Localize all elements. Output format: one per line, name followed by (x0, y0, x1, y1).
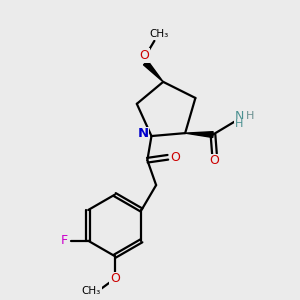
Text: O: O (209, 154, 219, 167)
Text: O: O (139, 49, 149, 62)
Text: N: N (235, 110, 244, 123)
Text: H: H (245, 111, 254, 121)
Text: O: O (170, 151, 180, 164)
Polygon shape (185, 132, 213, 137)
Polygon shape (143, 61, 163, 82)
Text: H: H (235, 119, 244, 129)
Text: O: O (110, 272, 120, 285)
Text: CH₃: CH₃ (149, 29, 168, 39)
Text: CH₃: CH₃ (82, 286, 101, 296)
Text: N: N (138, 127, 149, 140)
Text: F: F (61, 234, 68, 247)
